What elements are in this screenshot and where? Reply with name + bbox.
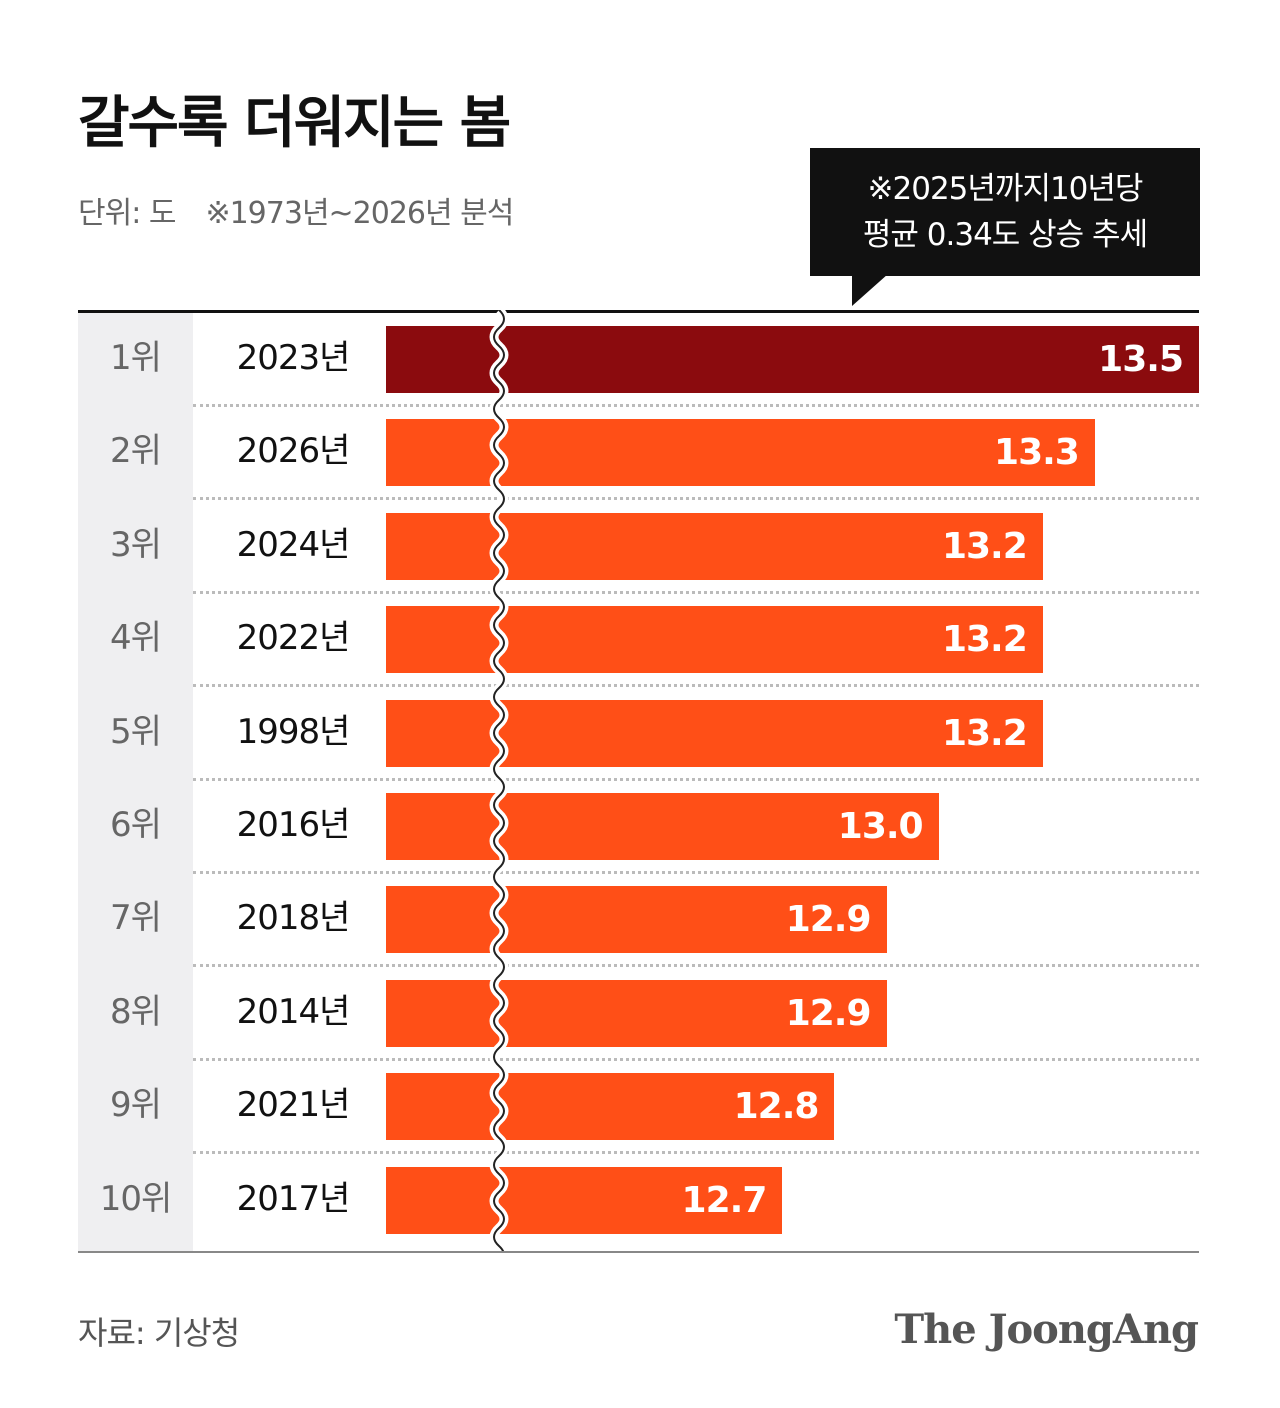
bar-value-label: 13.2 [941, 525, 1028, 567]
trend-callout: ※2025년까지10년당 평균 0.34도 상승 추세 [810, 148, 1200, 276]
bar: 12.9 [386, 886, 887, 954]
table-row: 4위 2022년 13.2 [78, 592, 1199, 688]
table-row: 7위 2018년 12.9 [78, 872, 1199, 968]
rank-label: 10위 [99, 1178, 173, 1219]
row-divider [193, 964, 1199, 968]
chart-bottom-rule [78, 1251, 1199, 1253]
source-label: 자료: 기상청 [78, 1314, 240, 1352]
table-row: 10위 2017년 12.7 [78, 1153, 1199, 1246]
row-divider [193, 871, 1199, 874]
row-divider [193, 684, 1199, 688]
row-divider [193, 590, 1199, 594]
year-label: 2024년 [236, 524, 351, 565]
table-row: 8위 2014년 12.9 [78, 966, 1199, 1061]
bar-value-label: 12.8 [733, 1086, 820, 1128]
bar-value-label: 12.9 [785, 899, 872, 941]
year-label: 2021년 [236, 1085, 351, 1126]
bar: 13.0 [386, 793, 939, 860]
chart-top-rule [78, 310, 1199, 313]
bar: 12.8 [386, 1073, 835, 1141]
year-label: 2017년 [236, 1178, 351, 1219]
year-label: 2022년 [236, 618, 351, 659]
chart-subtitle: 단위: 도 ※1973년~2026년 분석 [78, 188, 514, 232]
table-row: 6위 2016년 13.0 [78, 779, 1199, 874]
rank-label: 5위 [110, 711, 162, 752]
rank-column-background [78, 312, 193, 1252]
rank-label: 1위 [110, 338, 162, 378]
unit-label: 단위: 도 [78, 196, 176, 231]
bar: 13.5 [386, 326, 1199, 393]
rank-label: 6위 [110, 805, 162, 845]
row-divider [193, 1057, 1199, 1061]
chart-title: 갈수록 더워지는 봄 [78, 91, 511, 156]
table-row: 9위 2021년 12.8 [78, 1059, 1199, 1155]
brand-logo: The JoongAng [894, 1306, 1199, 1353]
callout-line-2: 평균 0.34도 상승 추세 [862, 217, 1148, 253]
year-label: 1998년 [236, 711, 351, 752]
period-note: ※1973년~2026년 분석 [205, 196, 514, 231]
year-label: 2016년 [236, 805, 351, 845]
rank-label: 3위 [110, 524, 162, 565]
bar-value-label: 13.2 [941, 712, 1028, 754]
year-label: 2026년 [236, 431, 351, 472]
table-row: 3위 2024년 13.2 [78, 499, 1199, 594]
row-divider [193, 1151, 1199, 1155]
year-label: 2018년 [236, 898, 351, 939]
bar-value-label: 13.0 [837, 806, 924, 847]
table-row: 5위 1998년 13.2 [78, 686, 1199, 781]
table-row: 1위 2023년 13.5 [78, 312, 1199, 407]
year-label: 2014년 [236, 991, 351, 1032]
bar: 12.9 [386, 979, 887, 1047]
callout-line-1: ※2025년까지10년당 [867, 171, 1144, 207]
bar: 12.7 [386, 1166, 783, 1234]
bar-value-label: 12.9 [785, 992, 872, 1034]
axis-break-marker [489, 310, 509, 1252]
bar-value-label: 13.2 [941, 619, 1028, 661]
rank-label: 7위 [110, 898, 162, 939]
table-row: 2위 2026년 13.3 [78, 405, 1199, 501]
bar-value-label: 12.7 [681, 1179, 768, 1221]
row-divider [193, 497, 1199, 501]
callout-pointer [852, 274, 888, 306]
bar-value-label: 13.3 [994, 432, 1080, 474]
rank-label: 4위 [110, 618, 162, 659]
rank-label: 9위 [110, 1085, 162, 1126]
year-label: 2023년 [236, 338, 351, 378]
bar-value-label: 13.5 [1098, 339, 1184, 380]
rank-label: 8위 [110, 991, 162, 1032]
row-divider [193, 404, 1199, 407]
row-divider [193, 777, 1199, 781]
rank-label: 2위 [110, 431, 162, 472]
